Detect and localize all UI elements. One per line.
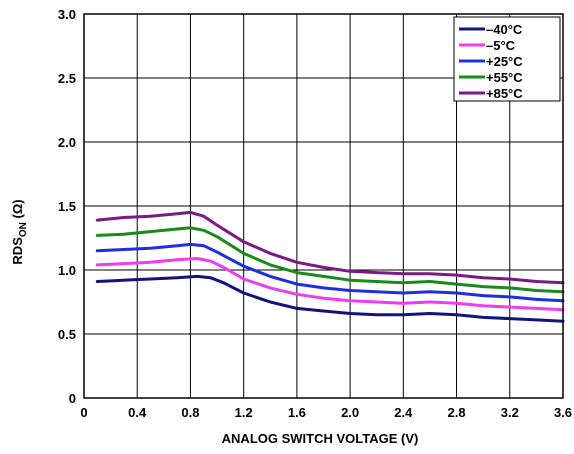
legend-label: +85°C <box>486 86 523 101</box>
legend-label: +55°C <box>486 70 523 85</box>
series-line-2 <box>95 242 565 303</box>
plot-frame <box>83 13 564 399</box>
x-tick-label: 1.6 <box>288 405 306 420</box>
y-tick-label: 1.0 <box>58 263 76 278</box>
y-axis-title-unit: (Ω) <box>10 199 25 222</box>
y-tick-label: 2.5 <box>58 71 76 86</box>
y-tick-label: 0.5 <box>58 327 76 342</box>
axis-ticks: 0 0.4 0.8 1.2 1.6 2.0 2.4 2.8 3.2 3.6 0 0.5 1.0 1.5 2.… <box>58 7 572 420</box>
x-tick-label: 2.8 <box>448 405 466 420</box>
x-tick-label: 3.6 <box>554 405 572 420</box>
series-line-4 <box>95 210 565 285</box>
y-axis-title-main: RDS <box>10 237 25 265</box>
legend-box <box>453 16 561 102</box>
x-tick-label: 2.4 <box>394 405 413 420</box>
y-tick-label: 2.0 <box>58 135 76 150</box>
x-tick-label: 2.0 <box>341 405 359 420</box>
series-line-0 <box>95 274 565 323</box>
x-tick-label: 0 <box>80 405 87 420</box>
legend: –40°C–5°C+25°C+55°C+85°C <box>453 16 561 102</box>
legend-label: –5°C <box>486 38 516 53</box>
y-axis-title-sub: ON <box>18 222 29 237</box>
legend-label: +25°C <box>486 54 523 69</box>
x-tick-label: 1.2 <box>235 405 253 420</box>
series-line-3 <box>95 226 565 294</box>
legend-label: –40°C <box>486 22 523 37</box>
x-tick-label: 0.8 <box>181 405 199 420</box>
y-tick-label: 3.0 <box>58 7 76 22</box>
x-tick-label: 0.4 <box>128 405 147 420</box>
series-line-1 <box>95 257 565 312</box>
x-axis-title: ANALOG SWITCH VOLTAGE (V) <box>222 431 419 446</box>
x-tick-label: 3.2 <box>501 405 519 420</box>
series-lines <box>95 210 565 323</box>
y-tick-label: 0 <box>69 391 76 406</box>
y-tick-label: 1.5 <box>58 199 76 214</box>
y-axis-title: RDSON (Ω) <box>10 199 29 264</box>
